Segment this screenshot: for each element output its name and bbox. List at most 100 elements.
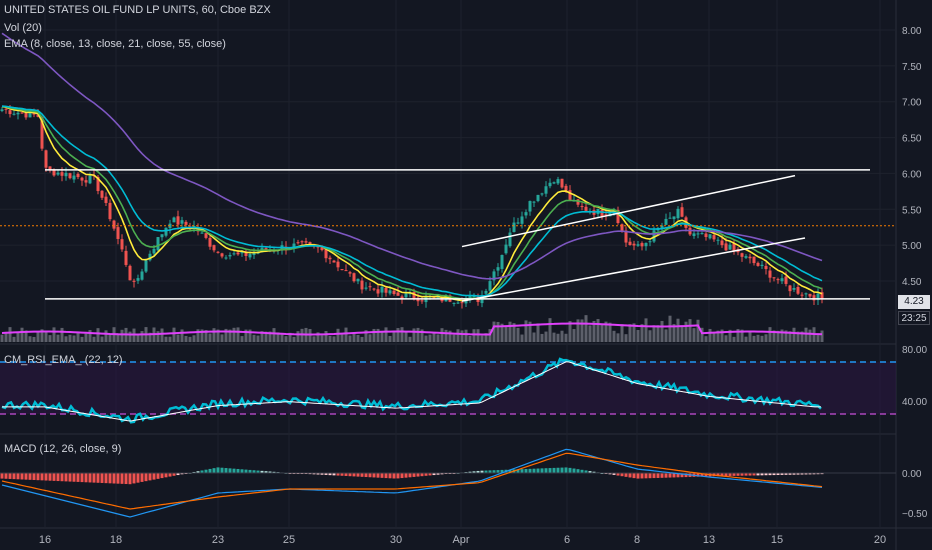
volume-legend[interactable]: Vol (20) [4,22,42,34]
candle-body [780,278,784,282]
time-tick-label: 16 [39,534,51,546]
volume-bar [588,325,592,342]
volume-bar [8,327,12,342]
volume-bar [556,333,560,342]
candle-body [652,230,656,242]
candle-body [644,242,648,247]
candle-body [172,217,176,223]
volume-bar [660,320,664,342]
candle-body [636,244,640,246]
volume-bar [380,331,384,342]
macd-histogram-bar [376,473,380,478]
time-tick-label: 20 [874,534,886,546]
macd-legend[interactable]: MACD (12, 26, close, 9) [4,443,122,455]
volume-bar [72,335,76,342]
volume-bar [716,330,720,342]
candle-body [224,257,228,259]
macd-histogram-bar [660,473,664,478]
candle-body [812,295,816,301]
volume-bar [212,328,216,342]
macd-histogram-bar [64,473,68,482]
macd-histogram-bar [92,473,96,483]
macd-histogram-bar [232,468,236,473]
volume-bar [268,331,272,342]
macd-histogram-bar [544,468,548,473]
volume-bar [356,334,360,342]
volume-bar [500,323,504,342]
volume-bar [740,329,744,342]
macd-histogram-bar [308,473,312,475]
candle-body [200,232,204,234]
candle-body [420,300,424,302]
candle-body [4,108,8,110]
volume-bar [180,329,184,342]
candle-body [320,246,324,251]
candle-body [108,202,112,220]
volume-bar [524,320,528,342]
macd-histogram-bar [208,468,212,473]
candle-body [512,222,516,232]
volume-bar [756,334,760,342]
macd-histogram-bar [592,471,596,473]
volume-bar [792,327,796,342]
volume-bar [228,329,232,342]
volume-bar [256,335,260,342]
macd-histogram-bar [116,473,120,484]
macd-histogram-bar [192,471,196,473]
macd-histogram-bar [472,471,476,473]
macd-histogram-bar [752,473,756,476]
candle-body [672,216,676,220]
price-tick-label: 5.00 [902,241,922,252]
macd-histogram-bar [664,473,668,478]
ema-lines [1,32,823,302]
volume-bar [204,330,208,342]
macd-histogram-bar [212,468,216,473]
candle-body [204,233,208,238]
candle-body [132,280,136,282]
rsi-legend[interactable]: CM_RSI_EMA_ (22, 12) [4,354,123,366]
candle-body [540,193,544,195]
candle-body [248,254,252,258]
rsi-panel [0,357,896,424]
macd-histogram-bar [396,473,400,479]
candle-body [496,267,500,271]
macd-panel [0,448,896,518]
volume-bar [676,318,680,342]
volume-bar [780,329,784,342]
macd-histogram-bar [548,468,552,473]
volume-bar [608,322,612,342]
trend-lines[interactable] [0,169,896,302]
macd-histogram-bar [52,473,56,481]
volume-bar [684,321,688,342]
countdown-tag: 23:25 [898,311,930,325]
candle-body [744,256,748,258]
volume-bar [568,321,572,342]
macd-histogram-bar [228,468,232,473]
volume-bar [636,329,640,342]
volume-bar [296,331,300,342]
macd-histogram-bar [348,473,352,477]
volume-bar [432,331,436,342]
macd-histogram-bar [12,473,16,480]
candle-body [776,279,780,281]
volume-bar [752,335,756,342]
candle-body [640,243,644,247]
candle-body [364,287,368,289]
candle-body [692,233,696,237]
volume-bar [244,329,248,342]
candle-body [8,110,12,115]
volume-bar [140,331,144,342]
chart-title[interactable]: UNITED STATES OIL FUND LP UNITS, 60, Cbo… [4,4,271,16]
volume-bar [516,327,520,342]
candle-body [532,201,536,203]
volume-bar [312,336,316,342]
candle-body [600,209,604,216]
macd-histogram-bar [356,473,360,477]
volume-bar [796,331,800,342]
ema-legend[interactable]: EMA (8, close, 13, close, 21, close, 55,… [4,38,226,50]
macd-histogram-bar [624,473,628,477]
macd-histogram-bar [492,470,496,473]
macd-histogram-bar [536,468,540,473]
volume-bar [728,329,732,342]
